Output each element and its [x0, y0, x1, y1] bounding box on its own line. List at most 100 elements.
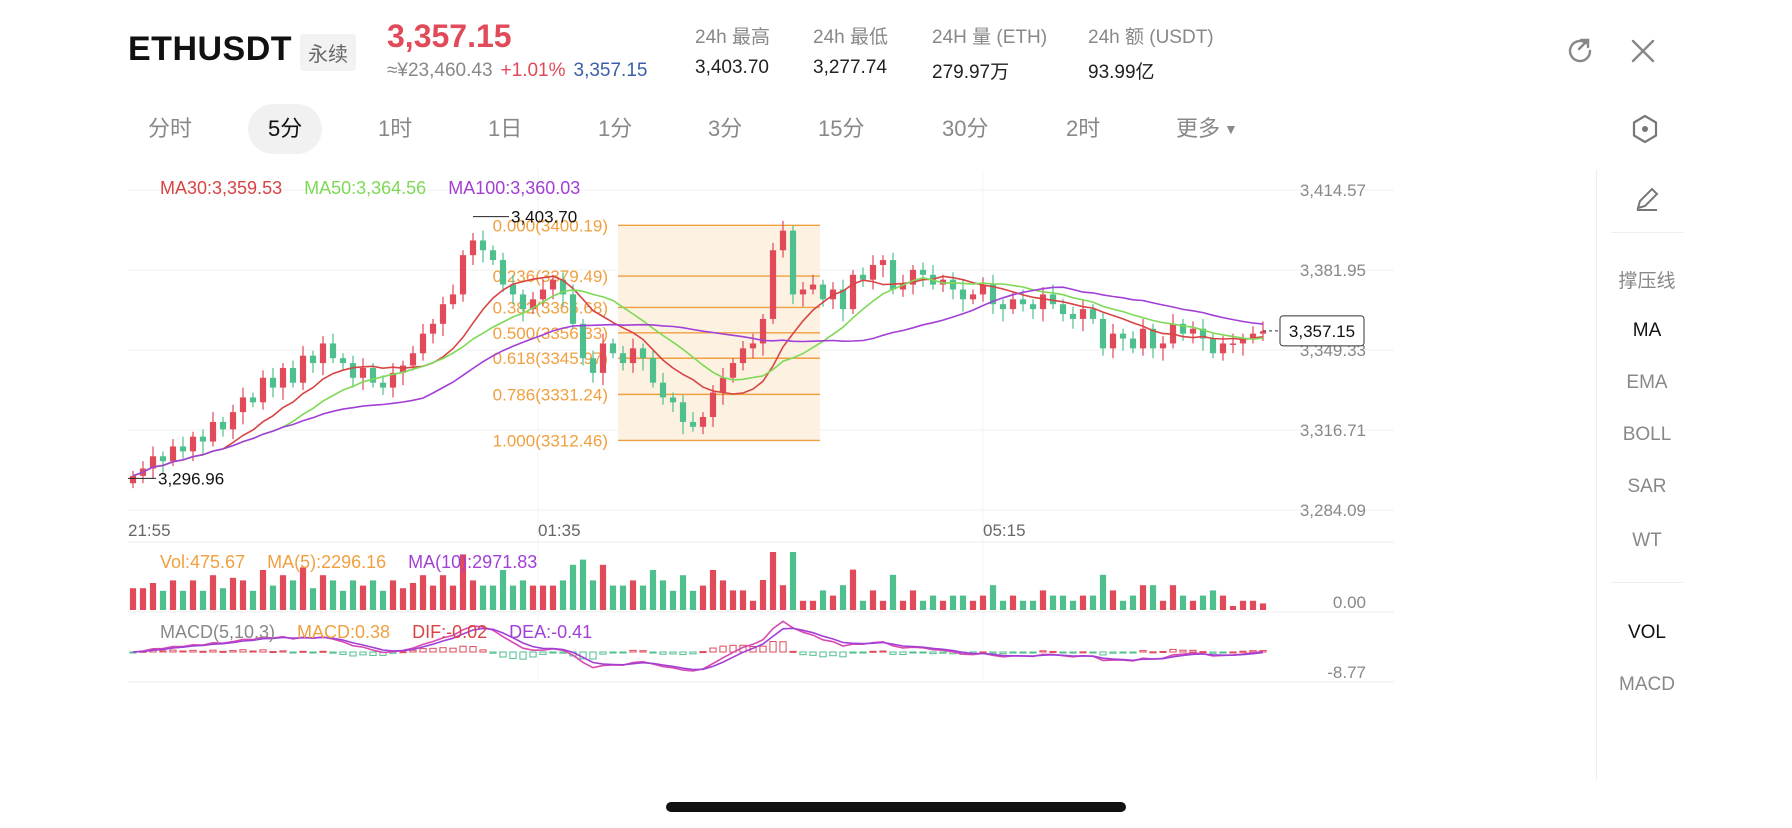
macd-bar	[839, 651, 847, 658]
share-icon[interactable]	[1563, 34, 1597, 68]
ma30-line	[132, 275, 1264, 477]
indicator-ma[interactable]: MA	[1632, 320, 1662, 341]
divider	[1611, 232, 1683, 233]
tab-15m[interactable]: 15分	[818, 116, 865, 141]
stat-label: 24h 最高	[695, 27, 770, 48]
macd-bar	[659, 651, 667, 655]
volume-bar	[1099, 574, 1107, 610]
indicator-sar[interactable]: SAR	[1627, 476, 1667, 497]
volume-bar	[249, 590, 257, 610]
kline-svg[interactable]: 0.000(3400.19)0.236(3379.49)0.382(3366.6…	[128, 170, 1594, 780]
stat-value: 93.99亿	[1088, 62, 1155, 83]
candle	[219, 421, 227, 430]
volume-bar	[599, 564, 607, 610]
macd-bar	[239, 649, 247, 653]
candle	[869, 264, 877, 280]
candle	[379, 382, 387, 388]
tab-1h[interactable]: 1时	[378, 116, 413, 141]
candle	[519, 294, 527, 310]
candle	[1069, 314, 1077, 319]
macd-bar	[289, 651, 297, 654]
candle	[669, 397, 677, 403]
candle	[279, 367, 287, 388]
candle	[629, 348, 637, 364]
caret-down-icon: ▼	[1224, 121, 1238, 137]
volume-bar	[139, 588, 147, 610]
macd-bar	[609, 651, 617, 654]
volume-bar	[1209, 590, 1217, 610]
candle	[1199, 328, 1207, 339]
hexagon-settings-icon[interactable]	[1628, 112, 1662, 146]
volume-bar	[1029, 600, 1037, 610]
candle	[959, 289, 967, 300]
macd-bar	[1139, 650, 1147, 653]
candle	[509, 284, 517, 295]
macd-bar	[1109, 651, 1117, 654]
candle	[909, 269, 917, 285]
kline-chart[interactable]: 0.000(3400.19) 0.236(3379.49) 0.382(3366.6…	[128, 170, 1594, 780]
volume-bar	[739, 590, 747, 610]
candle	[1039, 294, 1047, 310]
ma-legend: MA30:3,359.53 MA50:3,364.56 MA100:3,360.03	[160, 178, 602, 199]
indicator-support-resistance[interactable]: 撑压线	[1618, 271, 1676, 292]
macd-bar	[789, 650, 797, 653]
stat-value: 3,277.74	[813, 57, 887, 78]
indicator-wt[interactable]: WT	[1632, 530, 1662, 551]
legend-vol-ma5: MA(5):2296.16	[267, 552, 387, 572]
tab-1d[interactable]: 1日	[488, 116, 523, 141]
volume-bar	[539, 585, 547, 610]
macd-bar	[1099, 651, 1107, 656]
indicator-boll[interactable]: BOLL	[1622, 424, 1672, 445]
candle	[499, 260, 507, 285]
macd-bar	[769, 641, 777, 653]
volume-bar	[819, 590, 827, 610]
volume-bar	[1009, 595, 1017, 610]
candle	[1159, 343, 1167, 349]
candle	[209, 421, 217, 442]
candle	[419, 333, 427, 354]
tab-1m[interactable]: 1分	[598, 116, 633, 141]
macd-bar	[679, 651, 687, 656]
volume-bar	[879, 600, 887, 610]
macd-bar	[899, 651, 907, 655]
volume-bar	[979, 595, 987, 610]
volume-bar	[549, 585, 557, 610]
indicator-macd[interactable]: MACD	[1619, 674, 1675, 695]
candle	[1089, 309, 1097, 319]
tab-30m[interactable]: 30分	[942, 116, 989, 141]
macd-bar	[919, 651, 927, 654]
candle	[679, 402, 687, 422]
volume-bar	[229, 577, 237, 610]
volume-bar	[1249, 600, 1257, 610]
stat-label: 24H 量 (ETH)	[932, 27, 1048, 48]
volume-bar	[959, 595, 967, 610]
pencil-icon[interactable]	[1597, 184, 1697, 220]
macd-legend: MACD(5,10,3) MACD:0.38 DIF:-0.02 DEA:-0.41	[160, 622, 614, 643]
stat-value: 3,403.70	[695, 57, 769, 78]
close-icon[interactable]	[1626, 34, 1660, 68]
tab-2h[interactable]: 2时	[1066, 116, 1101, 141]
tab-more[interactable]: 更多 ▼	[1156, 104, 1258, 154]
macd-bar	[519, 651, 527, 660]
indicator-ema[interactable]: EMA	[1626, 372, 1668, 393]
market-header: ETHUSDT 永续 3,357.15 ≈¥23,460.43 +1.01% 3,3…	[128, 18, 1688, 90]
volume-bar	[259, 570, 267, 610]
macd-bar	[1009, 651, 1017, 654]
volume-bar	[209, 575, 217, 610]
tab-3m[interactable]: 3分	[708, 116, 743, 141]
low-label: 3,296.96	[158, 469, 224, 488]
tab-fenshi[interactable]: 分时	[148, 116, 193, 141]
tab-5m[interactable]: 5分	[248, 104, 323, 154]
macd-bar	[1159, 650, 1167, 653]
volume-bar	[1089, 595, 1097, 610]
indicator-vol[interactable]: VOL	[1627, 622, 1667, 643]
candle	[839, 289, 847, 310]
candle	[659, 382, 667, 398]
macd-bar	[1169, 648, 1177, 653]
macd-bar	[689, 651, 697, 655]
candle	[1149, 328, 1157, 349]
symbol-title[interactable]: ETHUSDT	[128, 30, 293, 68]
candle	[569, 294, 577, 324]
legend-dea: DEA:-0.41	[509, 622, 593, 642]
macd-bar	[939, 651, 947, 654]
